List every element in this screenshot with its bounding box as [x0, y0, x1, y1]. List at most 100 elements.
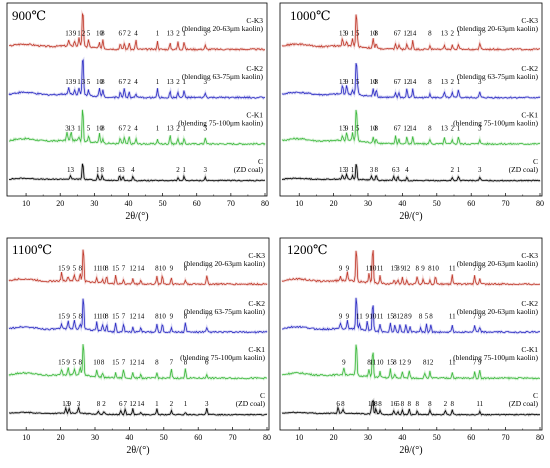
peak-label: 8 [374, 400, 378, 408]
peak-label: 3 [204, 124, 208, 132]
peak-label: 9 [401, 265, 405, 273]
peak-label: 3 [204, 166, 208, 174]
peak-label: 13 [167, 78, 175, 86]
peak-label: 9 [339, 265, 343, 273]
peak-label: 6 [394, 78, 398, 86]
peak-label: 7 [473, 359, 477, 367]
peak-label: 8 [184, 265, 188, 273]
peak-label: 10 [368, 400, 376, 408]
series-line-c-k2 [282, 297, 541, 334]
sample-label: C-K2 [248, 299, 265, 308]
peak-label: 10 [96, 124, 104, 132]
peak-label: 8 [367, 359, 371, 367]
peak-label: 15 [387, 313, 395, 321]
peak-label: 8 [451, 400, 455, 408]
peak-label: 8 [375, 166, 379, 174]
peak-label: 12 [129, 400, 137, 408]
series-line-c [281, 163, 541, 182]
peak-label: 13 [339, 30, 347, 38]
peak-label: 8 [393, 313, 397, 321]
peak-label: 2 [451, 78, 455, 86]
series-halo [281, 163, 541, 183]
peak-label: 15 [112, 313, 120, 321]
x-tick-label: 30 [91, 433, 99, 442]
peak-label: 9 [345, 78, 349, 86]
sample-label: C-K2 [521, 299, 538, 308]
x-tick-label: 60 [467, 433, 475, 442]
peak-label: 15 [58, 359, 66, 367]
peak-label: 9 [408, 313, 412, 321]
sample-note: (blending 20-63μm kaolin) [457, 307, 539, 316]
peak-label: 3 [478, 124, 482, 132]
peak-label: 11 [377, 313, 384, 321]
peak-label: 9 [170, 265, 174, 273]
peak-label: 2 [451, 30, 455, 38]
series-line-c-k1 [281, 344, 541, 380]
peak-label: 9 [366, 313, 370, 321]
x-tick-label: 70 [502, 199, 510, 208]
peak-label: 3 [65, 124, 69, 132]
x-tick-label: 60 [193, 199, 201, 208]
x-tick-label: 40 [398, 199, 406, 208]
peak-label: 8 [184, 359, 188, 367]
peak-label: 15 [112, 359, 120, 367]
x-tick-label: 40 [124, 199, 132, 208]
peak-label: 2 [102, 400, 106, 408]
peak-label: 13 [167, 124, 175, 132]
peak-label: 1 [156, 78, 160, 86]
peak-label: 8 [155, 313, 159, 321]
peak-label: 8 [428, 78, 432, 86]
peak-label: 6 [119, 124, 123, 132]
x-axis-title: 2θ/(°) [399, 211, 422, 222]
peak-label: 1 [457, 78, 461, 86]
peak-label: 5 [73, 359, 77, 367]
peak-label: 2 [451, 166, 455, 174]
peak-label: 9 [346, 265, 350, 273]
sample-label: C-K3 [521, 251, 538, 260]
peak-label: 7 [124, 400, 128, 408]
peak-label: 8 [375, 78, 379, 86]
peak-label: 1 [155, 400, 159, 408]
sample-label: C-K1 [248, 345, 265, 354]
peak-label: 12 [399, 359, 407, 367]
peak-label: 1 [77, 78, 81, 86]
peak-label: 8 [396, 265, 400, 273]
peak-label: 1 [457, 166, 461, 174]
peak-label: 11 [449, 313, 456, 321]
peak-label: 1 [351, 124, 355, 132]
peak-label: 9 [339, 313, 343, 321]
sample-label: C [533, 391, 538, 400]
peak-label: 8 [105, 313, 109, 321]
peak-label: 10 [369, 313, 377, 321]
peak-label: 8 [404, 313, 408, 321]
x-tick-label: 60 [194, 433, 202, 442]
peak-label: 13 [441, 124, 449, 132]
peak-label: 13 [62, 400, 70, 408]
x-tick-label: 30 [364, 199, 372, 208]
sample-note: (blending 75-100μm kaolin) [453, 119, 538, 128]
peak-label: 1 [182, 124, 186, 132]
plot-frame [279, 2, 543, 197]
peak-label: 9 [67, 400, 71, 408]
peak-label: 12 [129, 265, 137, 273]
peak-label: 13 [441, 78, 449, 86]
peak-label: 2 [127, 124, 131, 132]
peak-label: 10 [93, 359, 101, 367]
peak-label: 2 [127, 30, 131, 38]
series-line-c [8, 163, 266, 182]
peak-label: 3 [370, 166, 374, 174]
peak-label: 10 [370, 30, 378, 38]
peak-label: 1 [182, 166, 186, 174]
peak-label: 13 [65, 30, 73, 38]
peak-label: 7 [205, 265, 209, 273]
peak-label: 14 [137, 265, 145, 273]
peak-label: 1 [156, 30, 160, 38]
peak-label: 14 [137, 400, 145, 408]
peak-label: 13 [441, 30, 449, 38]
plot-frame [6, 2, 268, 197]
sample-note: (ZD coal) [509, 399, 539, 408]
sample-label: C-K1 [521, 111, 538, 120]
peak-label: 5 [87, 78, 91, 86]
